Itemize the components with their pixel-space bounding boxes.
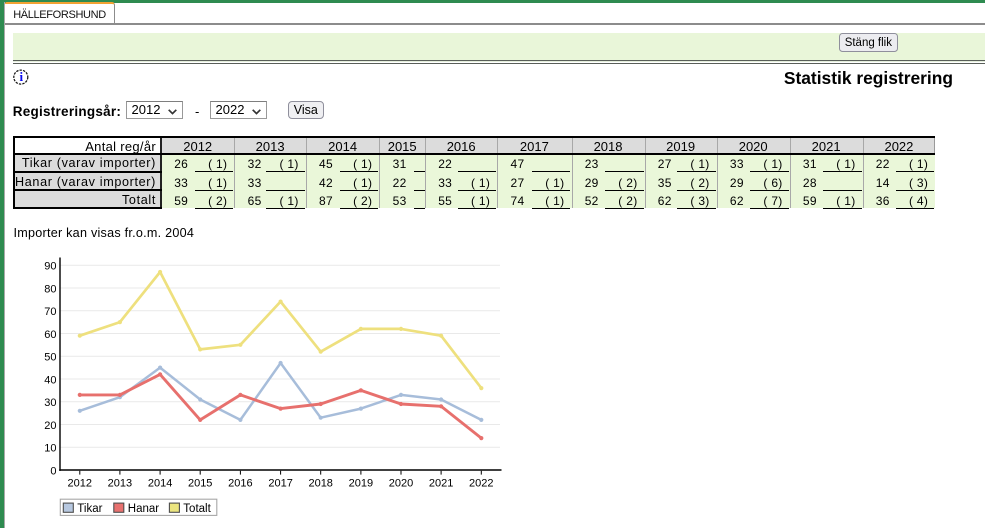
svg-text:2012: 2012 [68,477,92,489]
svg-text:2019: 2019 [349,477,373,489]
svg-text:2021: 2021 [429,477,453,489]
svg-text:Totalt: Totalt [183,503,211,515]
svg-text:2015: 2015 [188,477,212,489]
svg-text:2018: 2018 [308,477,332,489]
svg-text:2014: 2014 [148,477,172,489]
svg-text:80: 80 [44,284,56,296]
svg-text:60: 60 [44,329,56,341]
svg-text:2022: 2022 [469,477,493,489]
svg-text:90: 90 [44,261,56,273]
svg-text:2020: 2020 [389,477,413,489]
svg-text:2013: 2013 [108,477,132,489]
svg-text:30: 30 [44,397,56,409]
svg-text:70: 70 [44,306,56,318]
svg-text:40: 40 [44,375,56,387]
svg-text:i: i [19,69,23,84]
svg-text:20: 20 [44,420,56,432]
svg-text:0: 0 [50,466,56,478]
svg-text:2016: 2016 [228,477,252,489]
svg-text:Tikar: Tikar [77,503,102,515]
svg-text:Hanar: Hanar [128,503,159,515]
svg-text:50: 50 [44,352,56,364]
svg-text:2017: 2017 [268,477,292,489]
svg-text:10: 10 [44,443,56,455]
